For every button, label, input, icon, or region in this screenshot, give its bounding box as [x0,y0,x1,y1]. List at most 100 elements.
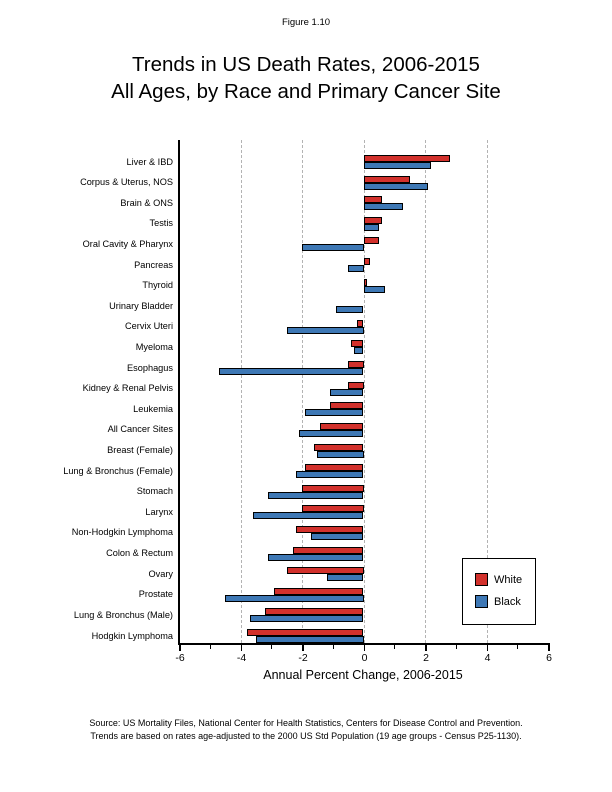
bar-black [329,388,364,396]
bar-black [311,532,364,540]
category-label: Urinary Bladder [109,300,173,311]
bar-white [348,361,364,369]
chart-title: Trends in US Death Rates, 2006-2015 All … [0,51,612,105]
bar-black [335,306,364,314]
category-label: Ovary [148,568,173,579]
bar-black [268,491,364,499]
x-tick-label: -6 [175,652,185,664]
x-tick-minor [271,644,273,649]
bar-white [363,196,382,204]
gridline [486,140,488,643]
bar-white [351,340,364,348]
legend-swatch-black [475,595,488,608]
category-label: Lung & Bronchus (Female) [63,465,173,476]
category-label: Lung & Bronchus (Male) [73,609,173,620]
bar-white [246,629,364,636]
bar-white [363,216,382,224]
source-note-line-1: Source: US Mortality Files, National Cen… [89,718,523,728]
category-label: Thyroid [142,280,173,291]
category-label: Pancreas [134,259,173,270]
bar-black [225,594,364,602]
bar-black [363,182,429,190]
category-label: Kidney & Renal Pelvis [82,383,173,394]
bar-white [295,525,364,533]
category-label: Prostate [138,589,173,600]
x-tick-minor [394,644,396,649]
x-tick-major [240,644,242,651]
bar-white [274,587,364,595]
category-label: Corpus & Uterus, NOS [80,177,173,188]
chart-title-line-2: All Ages, by Race and Primary Cancer Sit… [111,80,501,103]
x-tick-major [486,644,488,651]
bar-white [363,175,410,183]
bar-black [348,265,364,273]
bar-black [302,244,364,252]
x-axis-line [178,643,550,645]
figure-label: Figure 1.10 [281,17,331,28]
bar-black [295,471,364,479]
x-tick-minor [332,644,334,649]
bar-black [326,574,364,582]
bar-white [286,567,364,575]
bar-white [305,464,364,472]
legend-entry-black: Black [475,595,535,608]
chart-title-line-1: Trends in US Death Rates, 2006-2015 [132,53,480,76]
category-label: Stomach [136,486,173,497]
bar-white [302,505,364,513]
bar-black [255,636,364,643]
category-label: Esophagus [127,362,173,373]
x-tick-major [302,644,304,651]
x-tick-major [548,644,550,651]
x-tick-major [363,644,365,651]
category-label: Larynx [145,506,173,517]
x-tick-minor [209,644,211,649]
bar-black [363,285,386,293]
legend: White Black [462,558,536,625]
category-label: Hodgkin Lymphoma [91,630,173,641]
gridline [302,140,303,643]
bar-white [357,319,364,327]
category-label: Testis [149,218,173,229]
x-tick-label: 2 [423,652,429,664]
bar-white [363,258,370,266]
legend-label-white: White [494,573,523,586]
category-label: Colon & Rectum [106,548,173,559]
category-label: Brain & ONS [120,197,173,208]
bar-white [320,422,364,430]
x-tick-label: -2 [298,652,308,664]
bar-white [363,155,450,162]
bar-white [265,608,364,616]
category-label: Breast (Female) [107,445,173,456]
category-label: Myeloma [135,341,173,352]
bar-black [354,347,364,355]
legend-label-black: Black [494,595,521,608]
x-tick-label: 4 [484,652,491,664]
bar-black [286,326,364,334]
bar-black [317,450,364,458]
bar-white [363,278,367,286]
bar-black [298,429,364,437]
bar-white [292,546,364,554]
category-label: Leukemia [133,403,173,414]
category-label: Oral Cavity & Pharynx [82,238,173,249]
x-tick-minor [455,644,457,649]
bar-white [348,381,364,389]
legend-entry-white: White [475,573,535,586]
bar-white [363,237,379,245]
bar-black [252,512,364,520]
x-axis-title: Annual Percent Change, 2006-2015 [263,668,463,682]
category-label: Non-Hodgkin Lymphoma [71,527,173,538]
bar-black [249,615,364,623]
x-tick-minor [517,644,519,649]
x-tick-major [179,644,181,651]
gridline [363,140,365,643]
bar-black [363,223,379,231]
bar-black [218,368,364,376]
bar-white [314,443,364,451]
category-label: All Cancer Sites [107,424,173,435]
bar-black [268,553,364,561]
bar-black [363,203,404,211]
y-axis-spine [178,140,180,643]
